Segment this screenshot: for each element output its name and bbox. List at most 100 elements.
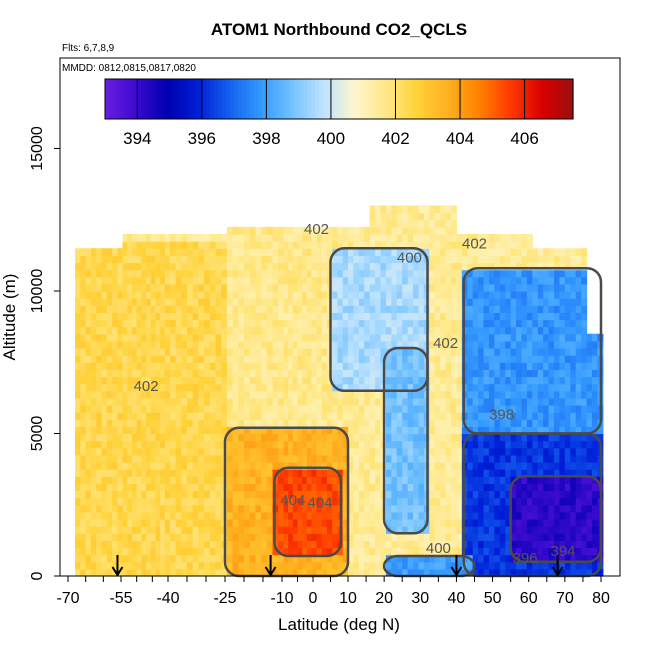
heatmap-cell — [292, 526, 299, 534]
heatmap-cell — [456, 490, 463, 499]
x-axis-label: Latitude (deg N) — [278, 615, 400, 634]
heatmap-cell — [292, 469, 299, 477]
colorbar-tick-label: 400 — [317, 129, 345, 148]
heatmap-cell — [261, 326, 268, 335]
heatmap-cell — [358, 283, 365, 292]
heatmap-cell — [90, 519, 97, 527]
heatmap-cell — [478, 340, 485, 349]
heatmap-cell — [472, 504, 479, 513]
heatmap-cell — [288, 348, 294, 356]
heatmap-cell — [429, 234, 436, 242]
heatmap-cell — [391, 376, 398, 385]
heatmap-cell — [150, 504, 157, 513]
heatmap-cell — [407, 276, 414, 285]
heatmap-cell — [472, 447, 479, 456]
heatmap-cell — [543, 333, 550, 342]
heatmap-cell — [591, 369, 598, 378]
heatmap-cell — [238, 504, 245, 513]
heatmap-cell — [150, 526, 157, 534]
heatmap-cell — [353, 397, 360, 406]
heatmap-cell — [407, 326, 414, 335]
heatmap-cell — [575, 554, 582, 563]
heatmap-cell — [526, 547, 533, 556]
heatmap-cell — [75, 533, 81, 541]
heatmap-cell — [272, 376, 279, 385]
heatmap-cell — [380, 319, 387, 328]
heatmap-cell — [332, 319, 339, 328]
heatmap-cell — [516, 397, 523, 406]
heatmap-cell — [358, 504, 365, 513]
heatmap-cell — [244, 269, 251, 278]
heatmap-cell — [181, 497, 188, 506]
heatmap-cell — [316, 483, 323, 492]
heatmap-cell — [112, 490, 119, 499]
heatmap-cell — [548, 426, 555, 435]
heatmap-cell — [226, 362, 234, 370]
heatmap-cell — [288, 469, 294, 477]
heatmap-cell — [375, 497, 382, 506]
heatmap-cell — [146, 540, 152, 549]
heatmap-cell — [85, 283, 92, 292]
heatmap-cell — [575, 305, 582, 313]
heatmap-cell — [261, 241, 268, 249]
heatmap-cell — [494, 319, 501, 328]
heatmap-cell — [311, 497, 318, 506]
heatmap-cell — [283, 390, 289, 399]
heatmap-cell — [302, 348, 308, 356]
heatmap-cell — [521, 483, 528, 492]
heatmap-cell — [369, 554, 376, 563]
heatmap-cell — [85, 412, 92, 420]
heatmap-cell — [187, 369, 194, 378]
heatmap-cell — [559, 390, 566, 399]
heatmap-cell — [402, 241, 409, 249]
heatmap-cell — [85, 255, 92, 264]
heatmap-cell — [232, 519, 239, 527]
heatmap-cell — [90, 547, 97, 556]
heatmap-cell — [311, 454, 318, 463]
heatmap-cell — [445, 440, 452, 449]
heatmap-cell — [283, 291, 289, 299]
heatmap-cell — [375, 298, 382, 306]
heatmap-cell — [445, 219, 452, 228]
heatmap-cell — [342, 469, 349, 477]
heatmap-cell — [396, 547, 403, 556]
heatmap-cell — [586, 561, 593, 570]
heatmap-cell — [364, 340, 371, 349]
heatmap-cell — [136, 483, 142, 492]
heatmap-cell — [375, 433, 382, 442]
x-axis: -70 -55 -40 -25 -10 0 10 20 30 40 50 60 70 80 — [56, 576, 610, 607]
heatmap-cell — [342, 519, 349, 527]
heatmap-cell — [117, 561, 124, 570]
heatmap-cell — [554, 312, 561, 321]
heatmap-cell — [575, 462, 582, 470]
heatmap-cell — [434, 454, 441, 463]
heatmap-cell — [445, 568, 452, 577]
heatmap-cell — [526, 504, 533, 513]
heatmap-cell — [127, 376, 133, 385]
heatmap-cell — [80, 504, 87, 513]
heatmap-cell — [198, 305, 205, 313]
heatmap-cell — [505, 476, 512, 484]
heatmap-cell — [136, 497, 142, 506]
heatmap-cell — [141, 504, 147, 513]
colorbar-swatch — [193, 79, 199, 119]
heatmap-cell — [150, 533, 157, 541]
heatmap-cell — [358, 319, 365, 328]
heatmap-cell — [85, 248, 92, 256]
heatmap-cell — [413, 255, 420, 264]
heatmap-cell — [548, 283, 555, 292]
heatmap-cell — [249, 234, 256, 242]
heatmap-cell — [510, 248, 517, 256]
heatmap-cell — [456, 326, 463, 335]
heatmap-cell — [380, 348, 387, 356]
heatmap-cell — [181, 348, 188, 356]
heatmap-cell — [238, 241, 245, 249]
heatmap-cell — [106, 362, 113, 370]
heatmap-cell — [306, 519, 313, 527]
heatmap-cell — [288, 340, 294, 349]
heatmap-cell — [434, 348, 441, 356]
heatmap-cell — [488, 269, 495, 278]
heatmap-cell — [537, 483, 544, 492]
colorbar-swatch — [242, 79, 247, 119]
heatmap-cell — [122, 269, 128, 278]
